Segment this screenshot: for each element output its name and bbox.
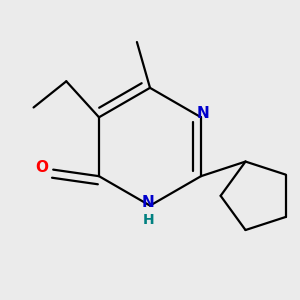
Text: N: N (142, 195, 155, 210)
Text: O: O (35, 160, 48, 175)
Text: N: N (196, 106, 209, 121)
Text: H: H (142, 213, 154, 227)
